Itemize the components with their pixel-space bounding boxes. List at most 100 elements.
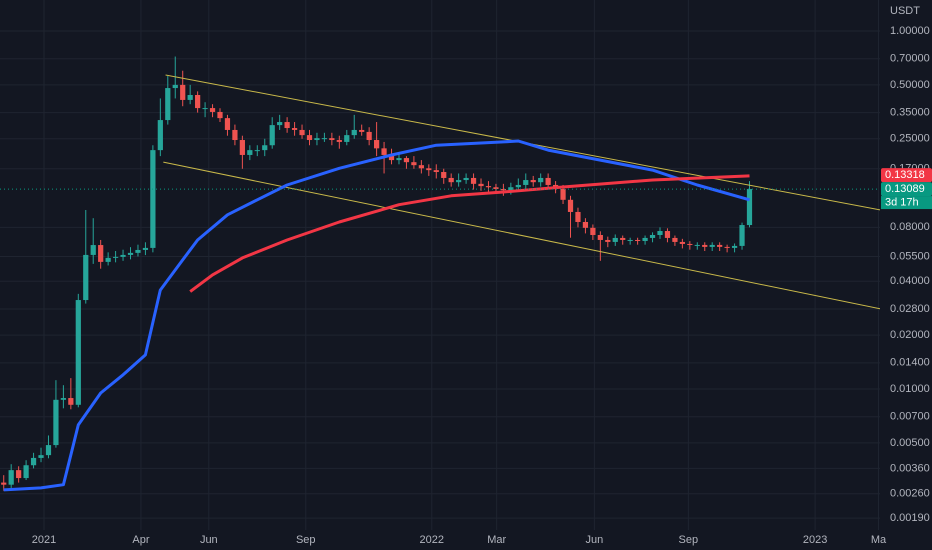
price-label: 0.13318: [885, 169, 925, 181]
candle-body: [567, 199, 574, 212]
currency-label: USDT: [890, 5, 920, 17]
countdown-box: [881, 196, 932, 210]
candle-body: [396, 158, 402, 161]
candle-body: [68, 398, 74, 405]
y-tick-label: 0.02000: [890, 329, 930, 341]
candle-body: [135, 249, 141, 253]
candle-body: [426, 168, 432, 171]
y-tick-label: 0.00700: [890, 411, 930, 423]
candle-body: [731, 245, 738, 248]
candle-body: [538, 177, 544, 183]
y-tick-label: 0.70000: [890, 53, 930, 65]
x-tick-label: 2022: [420, 534, 444, 546]
y-tick-label: 0.01000: [890, 383, 930, 395]
price-label-box: [881, 182, 932, 197]
candle-body: [649, 234, 656, 238]
candle-body: [314, 138, 320, 141]
moving-average: [3, 139, 750, 492]
y-tick-label: 0.01400: [890, 357, 930, 369]
candle-body: [605, 239, 611, 242]
candle-body: [635, 239, 641, 242]
candle-body: [664, 231, 671, 238]
candle-body: [545, 177, 551, 185]
candle-body: [717, 244, 723, 247]
candle-body: [530, 180, 536, 183]
candle-body: [590, 227, 596, 235]
candle-body: [493, 187, 499, 190]
candle-body: [105, 257, 111, 262]
candle-body: [672, 237, 678, 242]
candle-body: [321, 138, 328, 140]
candle-body: [1, 482, 7, 485]
candle-body: [418, 165, 424, 169]
candle-body: [739, 225, 745, 246]
y-tick-label: 0.00260: [890, 488, 930, 500]
candle-body: [575, 211, 581, 222]
x-tick-label: Sep: [296, 534, 316, 546]
y-tick-label: 0.50000: [890, 79, 930, 91]
y-tick-label: 0.35000: [890, 107, 930, 119]
candle-body: [83, 254, 89, 301]
candle-body: [127, 252, 134, 255]
candle-body: [679, 241, 685, 244]
x-tick-label: Jun: [200, 534, 218, 546]
y-tick-label: 0.00360: [890, 462, 930, 474]
candle-body: [694, 244, 700, 246]
price-label-box: [881, 168, 932, 183]
candle-body: [627, 239, 633, 241]
candle-body: [277, 122, 283, 126]
candle-body: [90, 245, 96, 255]
candle-body: [291, 128, 298, 130]
candle-body: [254, 150, 260, 152]
candle-body: [344, 135, 350, 142]
x-tick-label: Apr: [132, 534, 149, 546]
candle-body: [8, 470, 14, 485]
candle-body: [746, 189, 753, 226]
trend-line: [163, 161, 880, 310]
candle-body: [38, 455, 44, 458]
candle-body: [560, 189, 566, 200]
candle-body: [232, 129, 238, 141]
candle-body: [60, 398, 66, 400]
candle-body: [23, 465, 29, 479]
candle-body: [299, 129, 305, 136]
candle-body: [187, 94, 193, 100]
plot-area: [0, 56, 880, 492]
candle-body: [306, 135, 313, 141]
x-tick-label: Jun: [585, 534, 603, 546]
candle-body: [157, 120, 163, 151]
candle-body: [284, 122, 290, 129]
y-tick-label: 0.00190: [890, 512, 930, 524]
candle-body: [456, 180, 462, 183]
candle-body: [75, 300, 81, 405]
candle-body: [53, 399, 59, 446]
candle-body: [45, 445, 52, 456]
candle-body: [612, 237, 618, 242]
candle-body: [597, 234, 603, 240]
y-tick-label: 0.00500: [890, 437, 930, 449]
x-tick-label: 2023: [803, 534, 827, 546]
candle-body: [582, 221, 589, 228]
candle-body: [433, 170, 439, 173]
x-tick-label: Sep: [679, 534, 699, 546]
moving-average: [189, 174, 750, 293]
candle-body: [247, 150, 253, 155]
candle-body: [441, 172, 447, 178]
y-tick-label: 0.04000: [890, 275, 930, 287]
candle-body: [642, 237, 648, 242]
candle-body: [478, 183, 484, 187]
candle-body: [262, 145, 268, 151]
candle-body: [388, 154, 395, 161]
candle-body: [411, 162, 417, 166]
candle-body: [269, 125, 275, 146]
candle-body: [515, 184, 521, 188]
x-tick-label: Mar: [487, 534, 506, 546]
y-tick-label: 0.25000: [890, 133, 930, 145]
y-tick-label: 0.05500: [890, 250, 930, 262]
countdown-label: 3d 17h: [885, 196, 919, 208]
candle-body: [463, 177, 469, 181]
candle-body: [209, 108, 216, 112]
candle-body: [709, 244, 715, 247]
candle-body: [165, 88, 171, 121]
